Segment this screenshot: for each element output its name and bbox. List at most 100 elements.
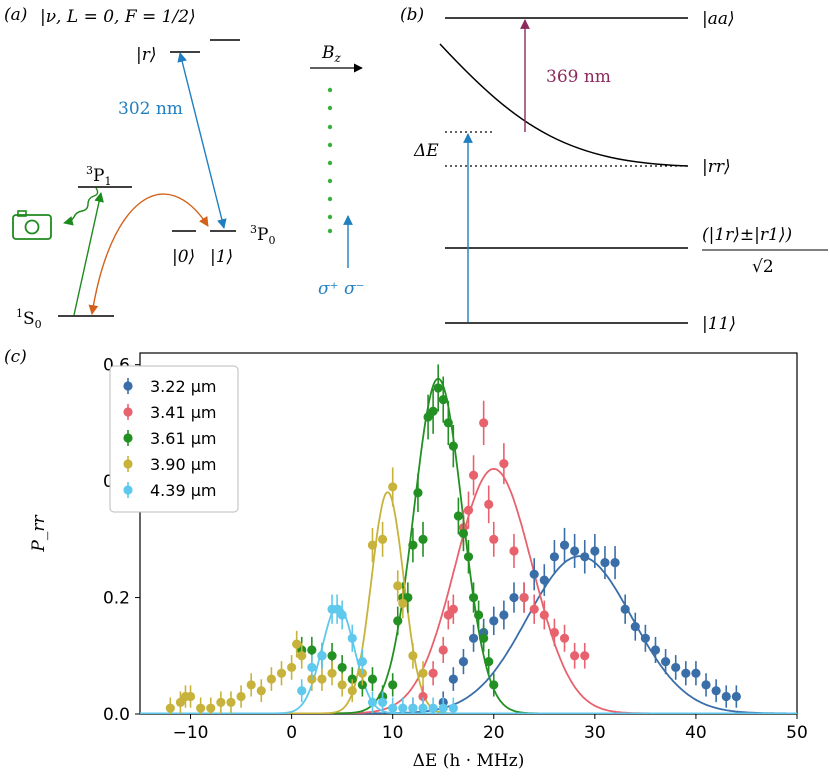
data-point (185, 691, 196, 702)
data-point (559, 633, 570, 643)
data-point (327, 651, 337, 661)
y-tick-label: 0.0 (103, 705, 130, 725)
data-point (468, 470, 479, 480)
arrow-green-fluorescence (63, 187, 99, 226)
x-tick-label: 0 (286, 723, 297, 743)
data-point (367, 674, 378, 684)
data-point (539, 610, 549, 620)
data-point (438, 645, 448, 655)
fit-line-0 (140, 555, 797, 714)
panel-a-tag: (a) (4, 5, 27, 25)
legend-marker (123, 381, 133, 391)
plot-frame (139, 352, 798, 715)
ket-r-label: |r⟩ (136, 45, 157, 65)
data-point (448, 604, 458, 614)
data-point (367, 540, 378, 550)
data-point (428, 668, 438, 678)
data-point (408, 703, 418, 713)
data-point (463, 505, 474, 515)
data-point (226, 697, 236, 707)
data-point (418, 534, 428, 544)
data-point (347, 674, 357, 684)
fit-line-4 (140, 604, 797, 714)
data-point (377, 697, 388, 707)
data-point (448, 703, 458, 713)
delta-e-label: ΔE (413, 141, 439, 161)
data-point (408, 540, 418, 550)
x-tick-label: 20 (483, 723, 505, 743)
data-point (499, 459, 509, 469)
data-point (418, 668, 428, 678)
b-field-label: Bz (321, 43, 342, 65)
data-point (276, 668, 287, 678)
legend-entry: 3.61 μm (150, 429, 216, 448)
data-point (246, 680, 256, 690)
polarization-label: σ⁺ σ⁻ (318, 279, 365, 299)
data-point (484, 656, 494, 667)
wavelength-302-label: 302 nm (118, 99, 183, 119)
data-point (388, 482, 398, 492)
camera-icon (12, 210, 52, 240)
data-point (640, 633, 650, 643)
data-point (388, 680, 398, 690)
data-point (398, 598, 408, 608)
data-point (580, 651, 590, 661)
data-point (317, 651, 327, 661)
data-point (377, 534, 388, 544)
ket-0-label: |0⟩ (172, 247, 195, 267)
panel-a: (a) |ν, L = 0, F = 1/2⟩ |r⟩ 302 nm 3P1 1… (4, 5, 365, 331)
data-point (610, 558, 620, 568)
data-point (367, 697, 378, 707)
data-point (337, 680, 347, 690)
x-tick-label: 40 (685, 723, 707, 743)
data-point (570, 651, 580, 661)
data-point (479, 418, 489, 428)
data-point (559, 540, 570, 550)
data-point (256, 686, 266, 696)
interaction-curve (439, 43, 689, 167)
ket-11-label: |11⟩ (702, 314, 736, 334)
data-point (468, 633, 479, 643)
data-point (600, 558, 610, 568)
data-point (463, 552, 474, 562)
data-point (408, 651, 418, 661)
arrow-green-up (73, 192, 104, 316)
arrow-orange (88, 193, 209, 315)
data-point (418, 703, 428, 713)
data-point (458, 528, 469, 539)
data-point (484, 499, 494, 509)
panel-b: (b) |aa⟩ |rr⟩ ΔE (|1r⟩±|r1⟩) √2 |11⟩ 369… (400, 5, 828, 334)
x-tick-label: 30 (584, 723, 606, 743)
y-tick-label: 0.2 (103, 589, 130, 609)
data-point (671, 662, 681, 673)
legend-marker (123, 407, 133, 417)
data-point (347, 633, 357, 643)
ket-rr-label: |rr⟩ (702, 157, 731, 177)
legend-box (109, 365, 239, 513)
data-point (731, 691, 741, 702)
arrow-302nm (177, 52, 227, 229)
data-point (549, 552, 560, 562)
data-point (570, 546, 580, 556)
data-point (453, 511, 463, 521)
data-point (307, 645, 317, 655)
data-point (165, 703, 175, 713)
legend-entry: 3.41 μm (150, 403, 216, 422)
data-point (489, 616, 499, 626)
data-point (327, 668, 337, 678)
data-point (681, 668, 691, 678)
data-point (388, 703, 398, 713)
atom-array (327, 87, 333, 234)
data-point (317, 674, 327, 684)
label-3p1: 3P1 (86, 164, 111, 188)
legend-entry: 3.90 μm (150, 455, 216, 474)
data-point (499, 610, 509, 620)
ket-sym-numerator: (|1r⟩±|r1⟩) (702, 225, 792, 245)
data-point (357, 656, 367, 667)
data-point (509, 592, 519, 603)
data-point (529, 569, 539, 579)
data-point (196, 703, 206, 713)
plot-area (140, 364, 797, 714)
legend-marker (123, 459, 133, 469)
